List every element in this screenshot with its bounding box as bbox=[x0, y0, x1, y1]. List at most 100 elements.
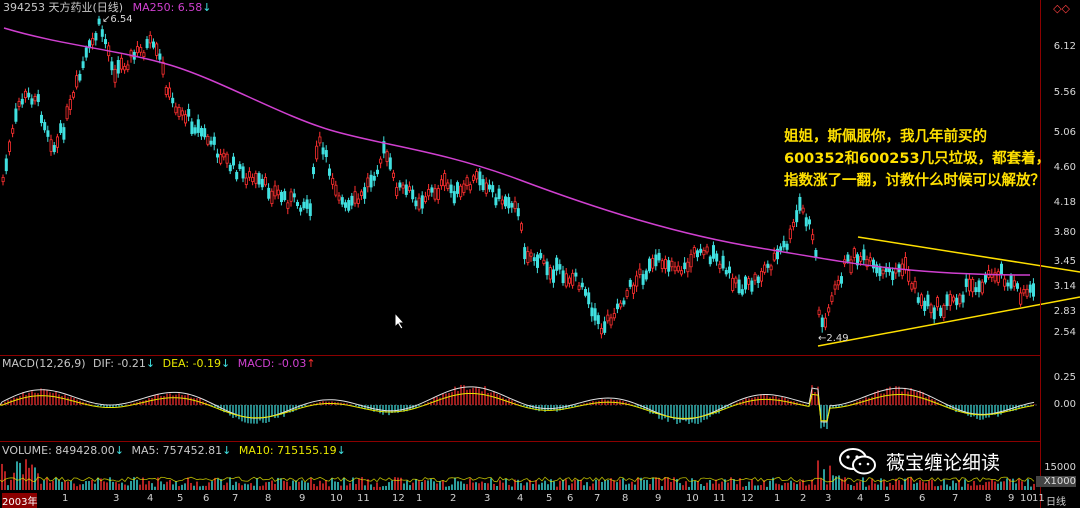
candle bbox=[948, 294, 952, 306]
candle bbox=[302, 201, 306, 209]
date-axis: 2003年 1 3 4 5 6 7 8 9 10 11 12 1 2 3 4 5 6 7 8 9 10 11 12 1 2 3 4 5 6… bbox=[0, 492, 1080, 508]
candle bbox=[750, 280, 754, 292]
candle bbox=[279, 191, 283, 203]
candle bbox=[510, 203, 514, 208]
candle bbox=[49, 139, 53, 152]
candle bbox=[260, 178, 264, 188]
price-tick: 3.14 bbox=[1053, 281, 1076, 292]
ma250-arrow: ↓ bbox=[202, 1, 212, 14]
candle bbox=[603, 321, 607, 333]
candle bbox=[225, 153, 229, 164]
price-tick: 5.06 bbox=[1053, 127, 1076, 138]
candle bbox=[183, 114, 187, 124]
date-tick: 3 bbox=[113, 493, 120, 504]
candle bbox=[920, 294, 924, 306]
candle bbox=[785, 243, 789, 250]
candle bbox=[135, 46, 139, 54]
date-tick: 8 bbox=[265, 493, 272, 504]
candle bbox=[289, 191, 293, 202]
candle bbox=[852, 248, 856, 258]
candle bbox=[158, 53, 162, 60]
candle bbox=[366, 177, 370, 188]
candle bbox=[840, 276, 844, 284]
panel-divider-volume bbox=[0, 441, 1040, 442]
price-tick: 3.80 bbox=[1053, 227, 1076, 238]
candle bbox=[561, 270, 565, 284]
candle bbox=[648, 258, 652, 272]
candle bbox=[43, 122, 47, 131]
candle bbox=[459, 185, 463, 198]
candle bbox=[552, 269, 556, 283]
candle bbox=[574, 272, 578, 277]
candle bbox=[254, 172, 258, 184]
candle bbox=[33, 96, 37, 102]
candle bbox=[171, 97, 175, 104]
ma250-label: MA250: 6.58 bbox=[132, 1, 203, 14]
candle bbox=[801, 207, 805, 213]
candle bbox=[856, 254, 860, 266]
candle bbox=[865, 259, 869, 268]
dea-line bbox=[0, 392, 1035, 422]
candle bbox=[161, 61, 165, 75]
candle bbox=[235, 171, 239, 180]
candle bbox=[100, 29, 104, 37]
candle bbox=[651, 258, 655, 269]
candle bbox=[622, 300, 626, 305]
macd-tick-high: 0.25 bbox=[1053, 372, 1076, 383]
candle bbox=[555, 257, 559, 271]
dif-line bbox=[0, 386, 1035, 423]
candle bbox=[203, 128, 207, 138]
mouse-pointer-icon bbox=[394, 311, 406, 334]
candle bbox=[1006, 282, 1010, 287]
candle bbox=[443, 173, 447, 187]
diamond-icon[interactable]: ◇◇ bbox=[1053, 2, 1070, 15]
candle bbox=[151, 41, 155, 48]
candle bbox=[244, 177, 248, 185]
volume-tick: 15000 bbox=[1044, 462, 1076, 473]
candle bbox=[913, 281, 917, 289]
date-tick: 11 bbox=[357, 493, 370, 504]
candle bbox=[84, 47, 88, 58]
candle bbox=[427, 189, 431, 197]
axis-divider bbox=[1040, 0, 1041, 508]
candle bbox=[788, 228, 792, 240]
candle bbox=[824, 317, 828, 328]
candle bbox=[417, 197, 421, 210]
candle bbox=[190, 121, 194, 134]
candle bbox=[670, 260, 674, 268]
date-tick: 7 bbox=[952, 493, 959, 504]
candle bbox=[1000, 263, 1004, 275]
date-tick: 1 bbox=[774, 493, 781, 504]
candle bbox=[372, 175, 376, 181]
candle bbox=[318, 136, 322, 144]
candle bbox=[776, 248, 780, 260]
price-tick: 3.45 bbox=[1053, 256, 1076, 267]
candle bbox=[616, 303, 620, 310]
candle bbox=[619, 302, 623, 308]
candle bbox=[836, 279, 840, 286]
candle bbox=[123, 65, 127, 71]
candle bbox=[177, 106, 181, 117]
candle bbox=[81, 61, 85, 69]
candle bbox=[820, 317, 824, 328]
candle bbox=[56, 136, 60, 148]
candle bbox=[270, 190, 274, 204]
macd-params: MACD(12,26,9) bbox=[2, 357, 86, 370]
candle bbox=[91, 37, 95, 46]
candle bbox=[116, 60, 120, 74]
candle bbox=[404, 184, 408, 195]
candle bbox=[686, 261, 690, 273]
candle bbox=[926, 294, 930, 307]
candle bbox=[449, 184, 453, 194]
candle bbox=[660, 260, 664, 269]
candle bbox=[747, 278, 751, 285]
candle bbox=[331, 177, 335, 185]
candle bbox=[36, 94, 40, 103]
candle bbox=[958, 294, 962, 305]
candle bbox=[110, 61, 114, 71]
candle bbox=[996, 271, 1000, 283]
candle bbox=[30, 98, 34, 105]
candle bbox=[782, 240, 786, 248]
candle bbox=[715, 253, 719, 262]
